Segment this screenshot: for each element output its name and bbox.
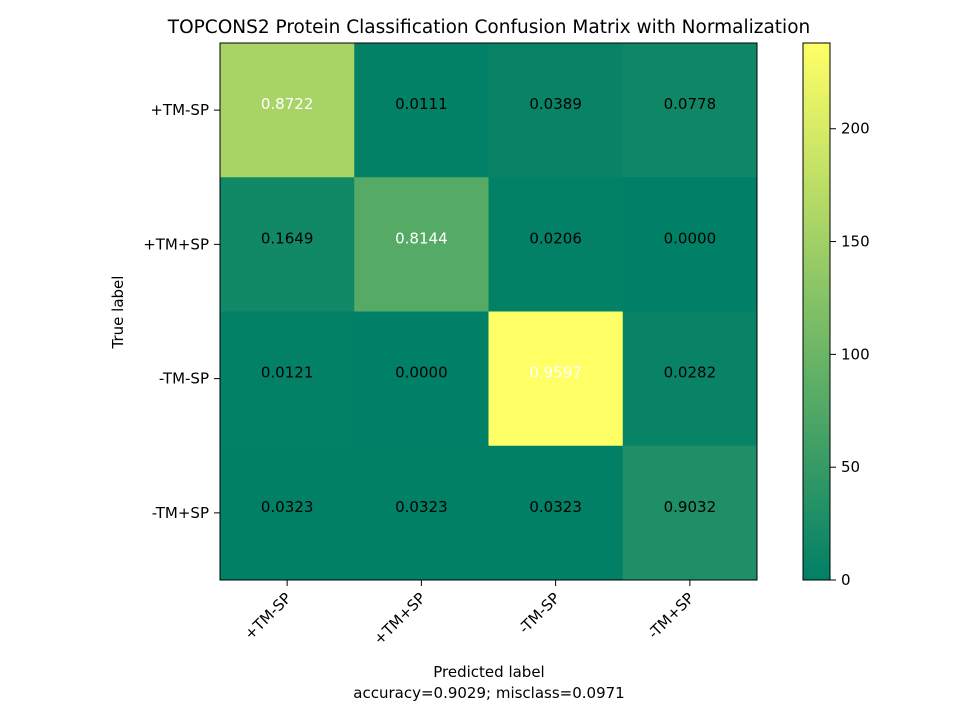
cell-label-0-3: 0.0778 — [664, 95, 717, 113]
heatmap-cell-2-2 — [488, 311, 624, 447]
cell-label-2-2: 0.9597 — [529, 364, 582, 382]
heatmap-cell-1-0 — [220, 177, 355, 312]
colorbar-gradient — [802, 42, 831, 581]
x-axis: +TM-SP +TM+SP -TM-SP -TM+SP — [241, 580, 698, 648]
heatmap-cell-0-2 — [488, 43, 624, 178]
heatmap-cell-3-1 — [354, 445, 489, 581]
heatmap-cell-3-0 — [220, 445, 355, 581]
heatmap-cell-1-1 — [354, 177, 489, 312]
x-axis-label: Predicted label — [433, 663, 544, 681]
y-tick-label-1: +TM+SP — [143, 235, 209, 253]
cell-label-0-2: 0.0389 — [529, 95, 582, 113]
cell-label-3-1: 0.0323 — [395, 498, 448, 516]
cell-label-3-2: 0.0323 — [529, 498, 582, 516]
heatmap-cell-1-3 — [622, 177, 758, 312]
y-tick-label-3: -TM+SP — [152, 504, 209, 522]
x-axis-sublabel: accuracy=0.9029; misclass=0.0971 — [353, 684, 624, 702]
y-tick-label-2: -TM-SP — [159, 370, 209, 388]
colorbar-tick-label-4: 200 — [841, 120, 870, 138]
heatmap-cell-0-0 — [220, 43, 355, 178]
x-tick-label-0: +TM-SP — [241, 589, 295, 643]
x-tick-label-3: -TM+SP — [644, 589, 697, 642]
x-tick-label-1: +TM+SP — [370, 589, 429, 648]
colorbar-tick-label-1: 50 — [841, 458, 860, 476]
x-tick-label-2: -TM-SP — [515, 589, 563, 637]
cell-label-2-3: 0.0282 — [664, 364, 717, 382]
cell-label-0-1: 0.0111 — [395, 95, 448, 113]
plot-frame — [219, 42, 758, 581]
y-tick-label-0: +TM-SP — [150, 101, 209, 119]
heatmap-cell-0-1 — [354, 43, 489, 178]
cell-label-1-3: 0.0000 — [664, 229, 717, 247]
colorbar-tick-label-2: 100 — [841, 345, 870, 363]
heatmap-cell-3-2 — [488, 445, 624, 581]
cell-label-1-1: 0.8144 — [395, 229, 448, 247]
y-axis-label: True label — [109, 276, 127, 350]
cell-label-2-0: 0.0121 — [261, 364, 314, 382]
colorbar-tick-label-3: 150 — [841, 233, 870, 251]
colorbar-tick-label-0: 0 — [841, 571, 851, 589]
chart-title: TOPCONS2 Protein Classification Confusio… — [167, 17, 810, 38]
cell-label-3-3: 0.9032 — [664, 498, 717, 516]
heatmap-cell-0-3 — [622, 43, 758, 178]
heatmap-cell-3-3 — [622, 445, 758, 581]
heatmap-cell-2-0 — [220, 311, 355, 447]
heatmap-cell-2-1 — [354, 311, 489, 447]
cell-label-3-0: 0.0323 — [261, 498, 314, 516]
heatmap-cells — [220, 43, 758, 581]
heatmap-cell-2-3 — [622, 311, 758, 447]
cell-label-1-2: 0.0206 — [529, 229, 582, 247]
colorbar: 0 50 100 150 200 — [802, 42, 870, 589]
y-axis: +TM-SP +TM+SP -TM-SP -TM+SP — [143, 101, 220, 522]
cell-label-1-0: 0.1649 — [261, 229, 314, 247]
cell-label-2-1: 0.0000 — [395, 364, 448, 382]
heatmap-cell-1-2 — [488, 177, 624, 312]
cell-label-0-0: 0.8722 — [261, 95, 314, 113]
heatmap-cell-labels: 0.8722 0.0111 0.0389 0.0778 0.1649 0.8144 0.02… — [261, 95, 716, 516]
